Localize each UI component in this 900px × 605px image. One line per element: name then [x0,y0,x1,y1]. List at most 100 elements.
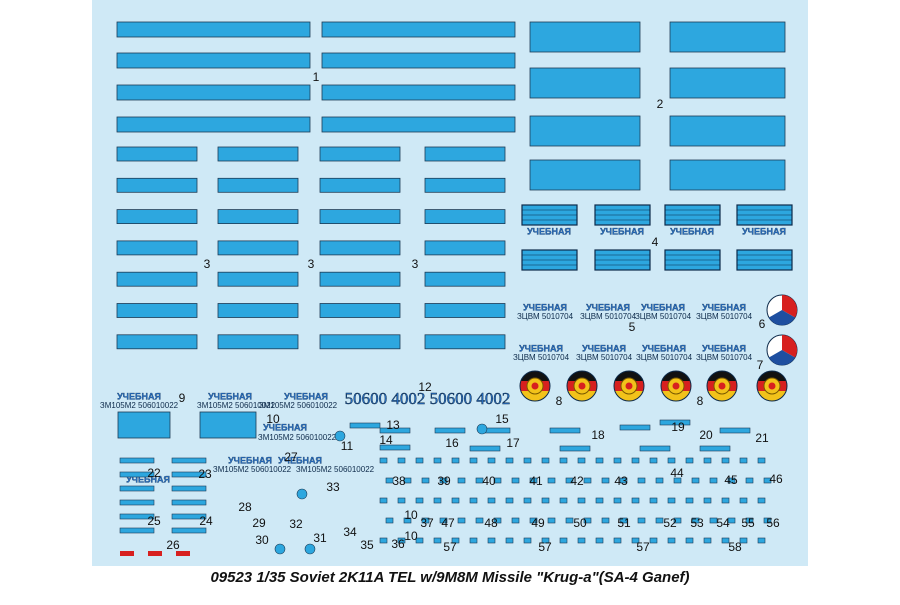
part-number: 10 [404,529,418,543]
part-number: 7 [757,358,764,372]
decal [703,457,712,464]
decal [613,537,622,544]
part-number: 5 [629,320,636,334]
part-number: 24 [199,514,213,528]
decal [709,517,718,524]
decal [457,517,466,524]
decal [434,427,466,434]
decal [451,537,460,544]
decal [595,497,604,504]
decals: УЧЕБНАЯ УЧЕБНАЯ УЧЕБНАЯ УЧЕБНАЯУЧЕБНАЯЗЦВМ … [100,21,798,556]
decal [171,527,207,534]
decal [577,537,586,544]
decal [469,537,478,544]
decal [217,209,299,225]
part-number: 31 [313,531,327,545]
decal [424,271,506,287]
decal [763,477,772,484]
decal [379,444,411,451]
decal [669,159,786,191]
decal [379,537,388,544]
serial-label: ЗЦВМ 5010704 [696,353,753,362]
decal [424,146,506,162]
part-number: 48 [484,516,498,530]
part-number: 19 [671,420,685,434]
part-number: 16 [445,436,459,450]
part-number: 43 [614,474,628,488]
decal [116,271,198,287]
serial-label: ЗМ105М2 506010022 [100,401,179,410]
decal [487,497,496,504]
training-label: УЧЕБНАЯ [586,302,630,312]
part-number: 3 [412,257,419,271]
part-number: 33 [326,480,340,494]
decal [583,517,592,524]
round-decal [334,430,346,442]
decal [655,517,664,524]
decal [319,177,401,193]
decal [559,445,591,452]
part-number: 11 [341,439,354,453]
decal [691,517,700,524]
decal [529,21,641,53]
decal [421,517,430,524]
training-label: УЧЕБНАЯ [523,302,567,312]
decal [415,537,424,544]
decal [199,411,257,439]
decal [469,445,501,452]
part-number: 47 [441,516,455,530]
part-number: 54 [716,516,730,530]
decal [685,497,694,504]
serial-label: ЗЦВМ 5010704 [517,312,574,321]
decal [171,471,207,478]
part-number: 42 [570,474,584,488]
decal [321,116,516,133]
decal [379,427,411,434]
decal [415,457,424,464]
training-label: УЧЕБНАЯ [670,226,714,236]
training-label: УЧЕБНАЯ [702,343,746,353]
part-number: 10 [266,412,280,426]
decal [397,497,406,504]
decal [613,497,622,504]
decal [487,457,496,464]
decal [757,457,766,464]
red-mark [120,551,134,556]
decal [379,457,388,464]
decal [451,457,460,464]
decal [655,477,664,484]
part-number: 20 [699,428,713,442]
decal [397,537,406,544]
decal [171,499,207,506]
decal [349,422,381,429]
decal [529,517,538,524]
decal [637,517,646,524]
decal [691,477,700,484]
part-number: 52 [663,516,677,530]
decal [319,334,401,350]
decal [763,517,772,524]
part-number: 56 [766,516,780,530]
serial-label: ЗЦВМ 5010704 [696,312,753,321]
serial-label: ЗЦВМ 5010704 [580,312,637,321]
decal [119,485,155,492]
decal [319,271,401,287]
decal [469,497,478,504]
decal [631,497,640,504]
decal [619,477,628,484]
gdr-center [578,382,586,390]
decal [116,116,311,133]
part-number: 3 [308,257,315,271]
decal [403,477,412,484]
decal [385,517,394,524]
part-number: 37 [420,516,434,530]
decal [673,477,682,484]
training-label: УЧЕБНАЯ [208,391,252,401]
decal [739,497,748,504]
training-label: УЧЕБНАЯ [519,343,563,353]
decal [319,303,401,318]
decal [719,427,751,434]
part-number: 58 [728,540,742,554]
decal [639,445,671,452]
